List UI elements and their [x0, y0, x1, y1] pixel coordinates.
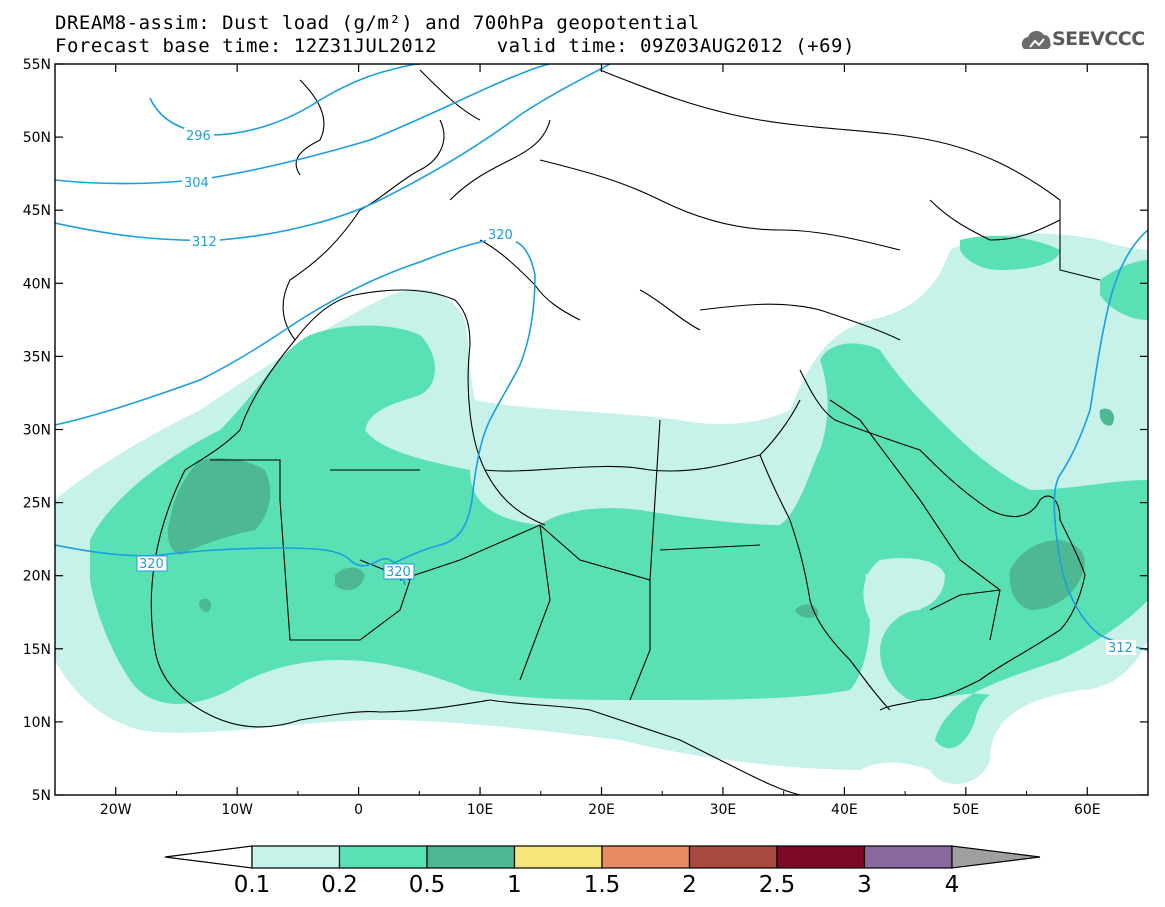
colorbar-high-arrow: [951, 845, 1041, 869]
colorbar-low-arrow: [164, 845, 253, 869]
contour-labels: 296 304 312 320 320 320 312: [136, 128, 1136, 656]
lat-label: 10N: [23, 715, 51, 731]
colorbar-label: 3: [857, 872, 872, 898]
colorbar: 0.1 0.2 0.5 1 1.5 2 2.5 3 4: [164, 845, 1041, 898]
coastlines-borders: [150, 69, 1101, 795]
colorbar-segment: [251, 845, 341, 869]
lon-label: 60E: [1074, 802, 1101, 818]
colorbar-segment: [513, 845, 603, 869]
dust-shading-gaps: [545, 474, 945, 610]
lat-label: 30N: [23, 423, 51, 439]
contour-label: 312: [1108, 641, 1133, 656]
colorbar-segment: [601, 845, 691, 869]
logo-text: SEEVCCC: [1052, 28, 1145, 50]
lon-label: 10W: [221, 802, 253, 818]
lat-label: 55N: [23, 57, 51, 73]
colorbar-label: 0.5: [409, 872, 446, 898]
contour-label: 320: [386, 565, 411, 580]
colorbar-label: 4: [945, 872, 960, 898]
colorbar-segment: [688, 845, 778, 869]
colorbar-segment: [338, 845, 428, 869]
lat-label: 35N: [23, 349, 51, 365]
lon-label: 30E: [710, 802, 737, 818]
lon-label: 20E: [588, 802, 615, 818]
colorbar-label: 2.5: [759, 872, 796, 898]
lat-label: 50N: [23, 130, 51, 146]
colorbar-label: 1: [507, 872, 522, 898]
contour-label: 296: [186, 129, 211, 144]
lat-label: 20N: [23, 569, 51, 585]
cloud-icon: [1021, 30, 1051, 49]
contour-label: 320: [139, 557, 164, 572]
lat-label: 40N: [23, 276, 51, 292]
colorbar-label: 1.5: [584, 872, 621, 898]
contour-label: 304: [184, 176, 209, 191]
dust-shading-medium: [90, 235, 1148, 749]
lon-label: 0: [354, 802, 363, 818]
colorbar-label: 0.2: [321, 872, 358, 898]
contour-label: 320: [488, 228, 513, 243]
map-subtitle: Forecast base time: 12Z31JUL2012 valid t…: [55, 35, 855, 57]
colorbar-label: 2: [682, 872, 697, 898]
colorbar-segment: [863, 845, 953, 869]
colorbar-segment: [776, 845, 866, 869]
lon-label: 50E: [952, 802, 979, 818]
lat-label: 5N: [32, 788, 51, 804]
lon-label: 10E: [467, 802, 494, 818]
map-axes: 20W 10W 0 10E 20E 30E 40E 50E 60E 55N 50N 45N 40N 35N…: [23, 57, 1149, 818]
lon-label: 20W: [100, 802, 132, 818]
lon-label: 40E: [831, 802, 858, 818]
colorbar-segment: [426, 845, 516, 869]
map-title: DREAM8-assim: Dust load (g/m²) and 700hP…: [55, 12, 700, 34]
lat-label: 25N: [23, 496, 51, 512]
colorbar-label: 0.1: [234, 872, 271, 898]
lat-label: 15N: [23, 642, 51, 658]
lat-label: 45N: [23, 203, 51, 219]
contour-label: 312: [192, 235, 217, 250]
